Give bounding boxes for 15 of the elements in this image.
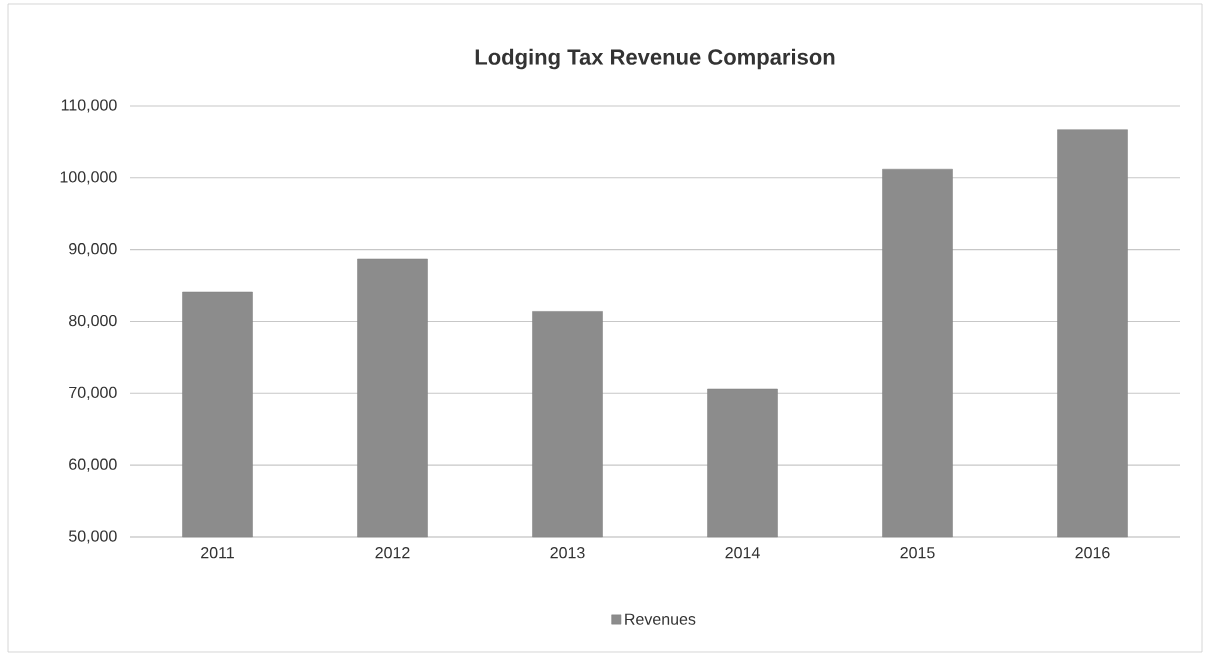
y-tick-label: 100,000 — [60, 171, 117, 185]
x-tick-label: 2012 — [375, 547, 410, 559]
y-tick-label: 60,000 — [69, 458, 117, 472]
chart-title: Lodging Tax Revenue Comparison — [475, 48, 835, 70]
x-tick-label: 2013 — [550, 547, 585, 559]
y-tick-label: 90,000 — [69, 243, 117, 257]
y-tick-label: 80,000 — [69, 314, 117, 329]
x-tick-label: 2011 — [201, 547, 234, 559]
y-tick-label: 70,000 — [69, 386, 117, 400]
legend-label: Revenues — [625, 613, 696, 625]
x-tick-label: 2016 — [1075, 547, 1110, 559]
x-tick-label: 2014 — [725, 547, 760, 559]
y-tick-label: 110,000 — [61, 99, 117, 113]
y-tick-label: 50,000 — [69, 530, 117, 544]
x-tick-label: 2015 — [900, 547, 935, 559]
